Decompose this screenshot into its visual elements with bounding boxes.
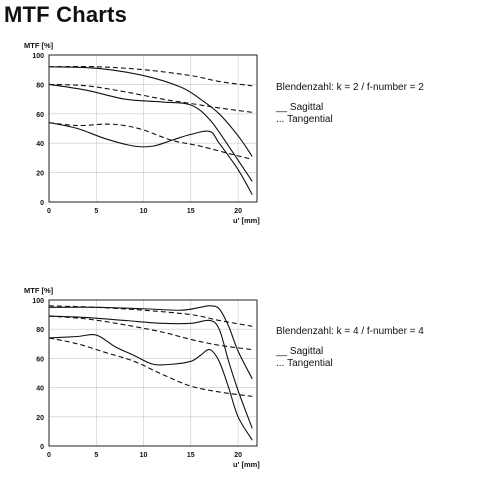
- y-tick-label: 40: [36, 386, 44, 393]
- x-tick-label: 20: [234, 452, 242, 459]
- aperture-text: Blendenzahl: k = 2 / f-number = 2: [276, 82, 424, 93]
- legend-symbol: __: [276, 346, 288, 357]
- tangential-curve-3: [48, 305, 253, 327]
- y-tick-label: 20: [36, 171, 44, 178]
- page-title: MTF Charts: [4, 2, 127, 27]
- x-tick-label: 15: [187, 208, 195, 215]
- legend-label: Sagittal: [289, 346, 324, 357]
- x-tick-label: 0: [47, 452, 51, 459]
- sagittal-curve-2: [48, 333, 253, 441]
- tangential-curve-4: [48, 83, 253, 113]
- legend-sagittal: __ Sagittal: [276, 346, 424, 358]
- x-tick-label: 0: [47, 208, 51, 215]
- x-tick-label: 5: [94, 208, 98, 215]
- tangential-curve-3: [48, 65, 253, 87]
- sagittal-curve-1: [48, 315, 253, 429]
- legend-label: Tangential: [287, 114, 333, 125]
- y-tick-label: 0: [40, 444, 44, 451]
- chart-2-info: Blendenzahl: k = 4 / f-number = 4 __ Sag…: [276, 326, 424, 370]
- y-tick-label: 20: [36, 415, 44, 422]
- legend-label: Sagittal: [289, 102, 324, 113]
- y-tick-label: 60: [36, 356, 44, 363]
- tangential-curve-5: [48, 122, 253, 160]
- legend-label: Tangential: [287, 358, 333, 369]
- aperture-text: Blendenzahl: k = 4 / f-number = 4: [276, 326, 424, 337]
- sagittal-curve-0: [48, 305, 253, 380]
- y-tick-label: 100: [32, 53, 44, 60]
- sagittal-curve-2: [48, 122, 253, 195]
- plot-frame: [48, 299, 258, 447]
- legend-symbol: ...: [276, 114, 285, 125]
- plot-frame: [48, 54, 258, 203]
- x-tick-label: 15: [187, 452, 195, 459]
- sagittal-curve-0: [48, 66, 253, 157]
- legend-symbol: ...: [276, 358, 285, 369]
- legend-sagittal: __ Sagittal: [276, 102, 424, 114]
- legend-tangential: ... Tangential: [276, 358, 424, 370]
- y-tick-label: 80: [36, 82, 44, 89]
- mtf-chart-f4: 0 20 40 60 80 100 0 5 10 15 20 MTF [%] u' [mm]: [24, 286, 260, 469]
- x-tick-label: 5: [94, 452, 98, 459]
- y-tick-label: 0: [40, 200, 44, 207]
- y-tick-label: 100: [32, 298, 44, 305]
- y-axis-label: MTF [%]: [24, 41, 54, 50]
- tangential-curve-5: [48, 337, 253, 397]
- legend-tangential: ... Tangential: [276, 114, 424, 126]
- legend-symbol: __: [276, 102, 288, 113]
- y-axis-label: MTF [%]: [24, 286, 54, 295]
- x-tick-label: 10: [140, 452, 148, 459]
- y-tick-label: 40: [36, 141, 44, 148]
- x-axis-label: u' [mm]: [233, 460, 260, 469]
- sagittal-curve-1: [48, 83, 253, 182]
- tangential-curve-4: [48, 315, 253, 351]
- mtf-chart-f2: 0 20 40 60 80 100 0 5 10 15 20 MTF [%] u' [mm]: [24, 41, 260, 225]
- x-axis-label: u' [mm]: [233, 216, 260, 225]
- x-tick-label: 20: [234, 208, 242, 215]
- x-tick-label: 10: [140, 208, 148, 215]
- y-tick-label: 60: [36, 112, 44, 119]
- chart-1-info: Blendenzahl: k = 2 / f-number = 2 __ Sag…: [276, 82, 424, 126]
- y-tick-label: 80: [36, 327, 44, 334]
